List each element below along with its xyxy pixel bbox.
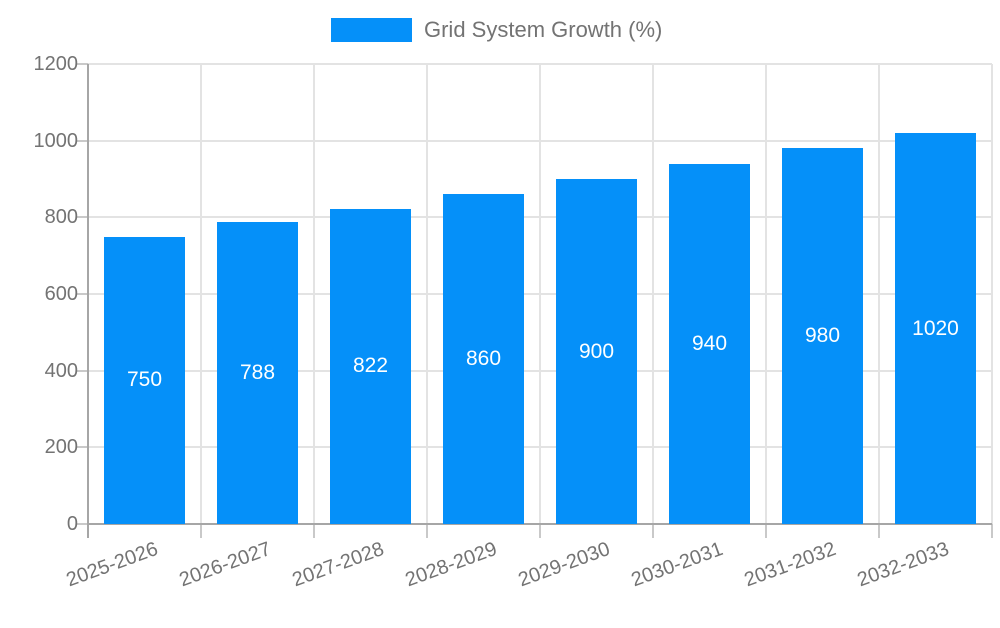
v-gridline [539,64,541,524]
bar [895,133,976,524]
x-axis-label: 2027-2028 [288,537,387,592]
bar [669,163,750,524]
x-axis-label: 2029-2030 [514,537,613,592]
y-tick [76,63,88,65]
legend-item[interactable]: Grid System Growth (%) [330,17,663,43]
bar-value-label: 900 [578,339,615,363]
x-axis-label: 2028-2029 [401,537,500,592]
y-tick [76,139,88,142]
bar [782,148,863,524]
x-tick [313,524,315,538]
bar-value-label: 980 [804,324,841,348]
y-axis-label: 600 [44,283,78,305]
bar-value-label: 860 [465,347,502,371]
x-tick [991,524,993,538]
x-tick [652,524,654,538]
legend-swatch-icon [330,18,412,42]
bar-value-label: 940 [691,331,728,355]
y-axis-label: 0 [66,513,78,535]
v-gridline [765,64,767,524]
bar [104,236,185,524]
y-tick [76,216,88,219]
y-axis-label: 1200 [33,53,79,75]
v-gridline [652,64,654,524]
v-gridline [313,64,315,524]
y-tick [76,523,88,525]
y-tick [76,446,88,449]
legend-label: Grid System Growth (%) [423,17,663,42]
x-axis-line [88,523,992,525]
bar [556,179,637,524]
x-tick [765,524,767,538]
y-axis-label: 800 [44,206,78,229]
x-axis-label: 2031-2032 [740,537,839,592]
y-axis-label: 200 [44,436,78,459]
bar-value-label: 822 [352,354,389,378]
x-tick [200,524,202,538]
x-axis-label: 2032-2033 [853,537,952,592]
chart-container: Grid System Growth (%) 0 200 400 600 800 1000… [33,17,993,591]
bar [217,221,298,524]
bar [330,208,411,524]
x-axis-label: 2026-2027 [175,537,274,592]
v-gridline [991,64,993,524]
x-tick [878,524,880,538]
y-axis-label: 1000 [33,129,79,152]
bar [443,194,524,524]
y-tick [76,369,88,372]
v-gridline [878,64,880,524]
y-axis-label: 400 [44,359,78,382]
x-axis-label: 2030-2031 [627,537,726,592]
bar-value-label: 1020 [912,316,959,340]
v-gridline [200,64,202,524]
x-tick [426,524,428,538]
plot-area: 0 200 400 600 800 1000 1200 750 2025-2026 788 2026… [33,53,993,591]
bar-value-label: 750 [126,368,163,392]
y-tick [76,293,88,295]
y-axis-line [87,64,89,538]
x-tick [539,524,541,538]
v-gridline [426,64,428,524]
bar-value-label: 788 [239,360,276,384]
